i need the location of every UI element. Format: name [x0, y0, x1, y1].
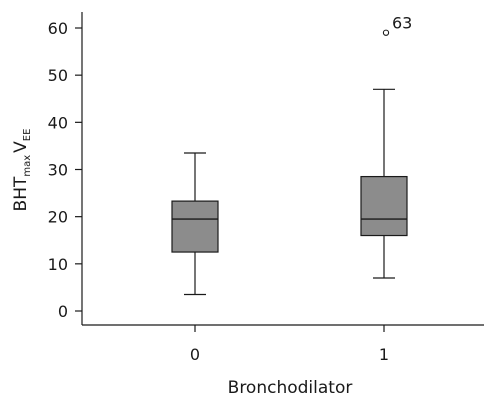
box-series: 63 [171, 14, 412, 296]
y-tick-label: 30 [48, 161, 68, 180]
iqr-box [171, 200, 219, 253]
y-tick-label: 50 [48, 66, 68, 85]
x-tick-label: 0 [190, 345, 200, 364]
y-tick-label: 60 [48, 19, 68, 38]
x-tick-label: 1 [379, 345, 389, 364]
y-tick-label: 10 [48, 255, 68, 274]
y-tick-label: 20 [48, 208, 68, 227]
y-tick-label: 40 [48, 113, 68, 132]
y-axis-title: BHTmax VEE [11, 129, 33, 212]
box-group-1: 63 [360, 14, 412, 279]
y-axis-title-main2: V [11, 141, 31, 153]
iqr-box [360, 175, 408, 237]
y-axis-title-sub1: max [22, 155, 33, 177]
box-group-0 [171, 152, 219, 296]
x-axis-title: Bronchodilator [228, 378, 353, 398]
outlier-point [382, 29, 390, 36]
y-tick-label: 0 [58, 302, 68, 321]
y-axis-title-sub2: EE [22, 129, 33, 142]
y-axis-title-main: BHT [11, 176, 31, 211]
y-axis-ticks: 0 10 20 30 40 50 60 [48, 19, 82, 321]
outlier-label: 63 [392, 14, 412, 33]
